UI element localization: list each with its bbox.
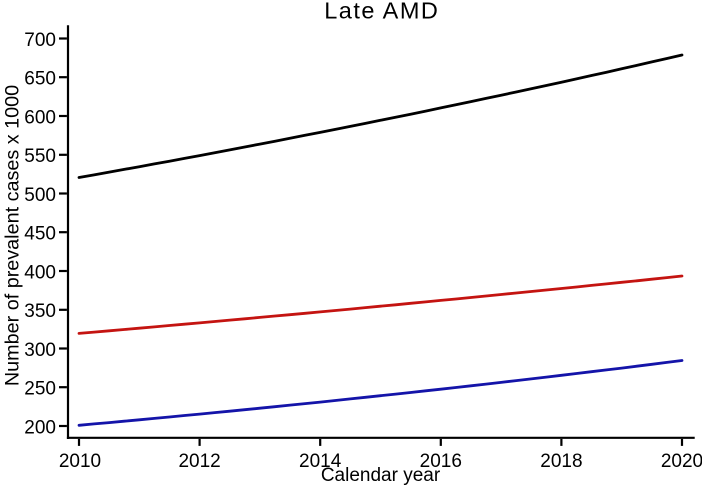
- svg-text:200: 200: [24, 417, 56, 438]
- svg-text:Late AMD: Late AMD: [324, 0, 439, 24]
- svg-text:2020: 2020: [661, 451, 702, 472]
- svg-text:2018: 2018: [540, 451, 582, 472]
- svg-text:550: 550: [24, 146, 56, 167]
- svg-text:Calendar year: Calendar year: [321, 465, 441, 486]
- svg-text:250: 250: [24, 379, 56, 400]
- svg-text:Number of prevalent cases x 10: Number of prevalent cases x 1000: [2, 85, 24, 386]
- svg-text:600: 600: [24, 107, 56, 128]
- svg-text:650: 650: [24, 69, 56, 90]
- svg-text:400: 400: [24, 262, 56, 283]
- svg-text:450: 450: [24, 224, 56, 245]
- svg-text:2014: 2014: [299, 451, 342, 472]
- svg-text:350: 350: [24, 301, 56, 322]
- svg-text:2010: 2010: [59, 451, 101, 472]
- svg-text:300: 300: [24, 340, 56, 361]
- svg-text:500: 500: [24, 185, 56, 206]
- svg-text:700: 700: [24, 30, 56, 51]
- svg-text:2016: 2016: [420, 451, 462, 472]
- svg-text:2012: 2012: [178, 451, 220, 472]
